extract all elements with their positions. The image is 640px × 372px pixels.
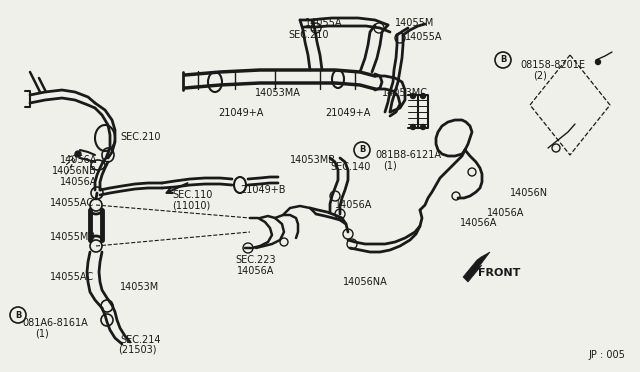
Text: 14055M: 14055M (395, 18, 435, 28)
Text: 14053M: 14053M (120, 282, 159, 292)
Text: (21503): (21503) (118, 345, 157, 355)
Text: (11010): (11010) (172, 200, 211, 210)
Text: 14056A: 14056A (237, 266, 275, 276)
Text: 08158-8201E: 08158-8201E (520, 60, 585, 70)
Text: 14056A: 14056A (460, 218, 497, 228)
Text: SEC.223: SEC.223 (235, 255, 276, 265)
Circle shape (410, 125, 415, 129)
Text: 14055A: 14055A (305, 18, 342, 28)
Text: 14056A: 14056A (335, 200, 372, 210)
Text: 14053MB: 14053MB (290, 155, 336, 165)
Text: B: B (15, 311, 21, 320)
Circle shape (595, 60, 600, 64)
Text: SEC.210: SEC.210 (288, 30, 328, 40)
Text: SEC.140: SEC.140 (330, 162, 371, 172)
Text: FRONT: FRONT (478, 268, 520, 278)
Text: B: B (359, 145, 365, 154)
Circle shape (90, 240, 102, 252)
Text: 21049+A: 21049+A (325, 108, 371, 118)
Text: 21049+A: 21049+A (218, 108, 264, 118)
Text: 14055MB: 14055MB (50, 232, 96, 242)
Circle shape (90, 199, 102, 211)
Text: SEC.210: SEC.210 (120, 132, 161, 142)
Circle shape (91, 187, 103, 199)
Circle shape (101, 314, 113, 326)
Text: 14056A: 14056A (60, 155, 97, 165)
Circle shape (101, 300, 113, 312)
Text: 14056A: 14056A (487, 208, 524, 218)
Text: (2): (2) (533, 70, 547, 80)
Text: 081A6-8161A: 081A6-8161A (22, 318, 88, 328)
Text: JP : 005: JP : 005 (588, 350, 625, 360)
Text: SEC.110: SEC.110 (172, 190, 212, 200)
Text: (1): (1) (35, 328, 49, 338)
Text: 14055AC: 14055AC (50, 198, 94, 208)
Polygon shape (463, 252, 490, 282)
Text: 14056NB: 14056NB (52, 166, 97, 176)
Text: 081B8-6121A: 081B8-6121A (375, 150, 441, 160)
Text: 14055AC: 14055AC (50, 272, 94, 282)
Text: 14055A: 14055A (405, 32, 442, 42)
Circle shape (410, 93, 415, 99)
Text: (1): (1) (383, 160, 397, 170)
Text: B: B (500, 55, 506, 64)
Text: 21049+B: 21049+B (240, 185, 285, 195)
Text: 14056A: 14056A (60, 177, 97, 187)
Text: 14053MA: 14053MA (255, 88, 301, 98)
Circle shape (420, 125, 426, 129)
Circle shape (420, 93, 426, 99)
Text: 14056N: 14056N (510, 188, 548, 198)
Circle shape (75, 151, 81, 157)
Text: SEC.214: SEC.214 (120, 335, 161, 345)
Text: 14053MC: 14053MC (382, 88, 428, 98)
Text: 14056NA: 14056NA (343, 277, 388, 287)
